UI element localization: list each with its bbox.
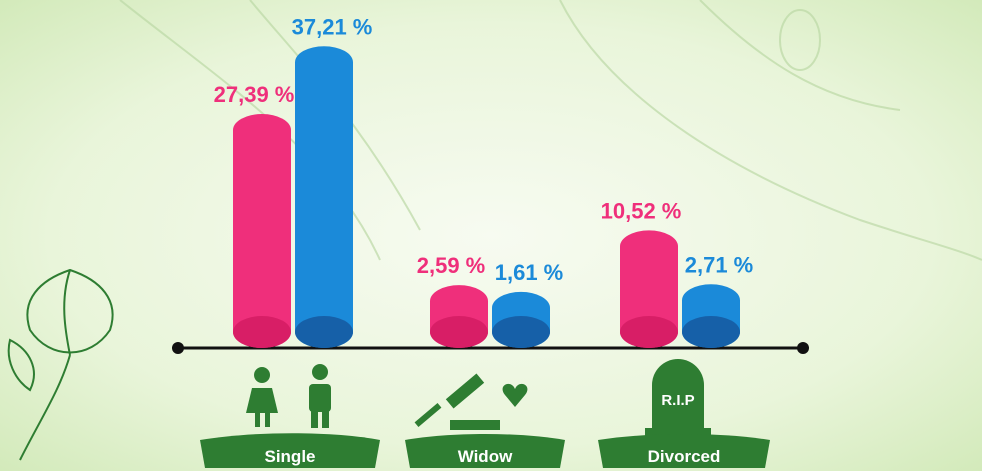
baseline-dot bbox=[172, 342, 184, 354]
bar bbox=[295, 46, 353, 348]
chart: R.I.P 27,39 % 2,59 % 10,52 % 37,21 % 1,61 % 2… bbox=[0, 0, 982, 471]
value-label: 37,21 % bbox=[292, 14, 373, 39]
value-label: 27,39 % bbox=[214, 82, 295, 107]
bar-base bbox=[295, 316, 353, 348]
category-label: Divorced bbox=[648, 447, 721, 466]
baseline-dot bbox=[797, 342, 809, 354]
bar-base bbox=[430, 316, 488, 348]
bar-base bbox=[492, 316, 550, 348]
bar-base bbox=[682, 316, 740, 348]
value-label: 2,59 % bbox=[417, 253, 486, 278]
bar bbox=[233, 114, 291, 348]
bar-base bbox=[620, 316, 678, 348]
value-label: 1,61 % bbox=[495, 260, 564, 285]
category-label: Single bbox=[264, 447, 315, 466]
value-label: 10,52 % bbox=[601, 198, 682, 223]
value-label: 2,71 % bbox=[685, 252, 754, 277]
rip-text: R.I.P bbox=[661, 392, 694, 409]
bar-base bbox=[233, 316, 291, 348]
category-label: Widow bbox=[458, 447, 513, 466]
background bbox=[0, 0, 982, 471]
